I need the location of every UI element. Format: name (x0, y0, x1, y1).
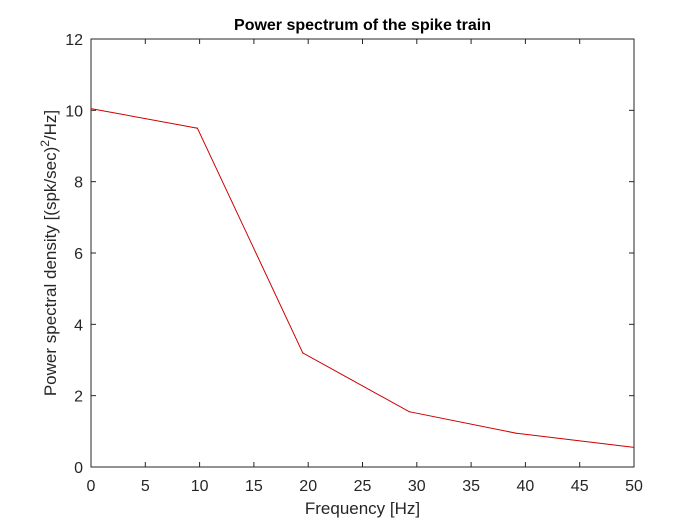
series-group (90, 107, 635, 448)
x-tick-label: 5 (141, 478, 150, 495)
x-tick-label: 30 (408, 478, 426, 495)
x-tick-label: 35 (462, 478, 480, 495)
y-tick-label: 2 (74, 389, 83, 406)
y-axis-label-superscript: 2 (38, 140, 52, 147)
x-axis-label: Frequency [Hz] (305, 499, 420, 518)
y-tick-label: 4 (74, 317, 83, 334)
data-point (90, 107, 92, 110)
axis-ticks (90, 38, 635, 468)
y-tick-labels: 0 2 4 6 8 10 12 (65, 32, 83, 477)
data-point (408, 411, 410, 413)
y-tick-label: 10 (65, 103, 83, 120)
plot-area (90, 38, 635, 468)
data-point (515, 432, 517, 434)
y-tick-label: 12 (65, 32, 83, 49)
chart-title: Power spectrum of the spike train (234, 17, 491, 34)
x-tick-label: 50 (625, 478, 643, 495)
data-point (196, 127, 199, 129)
x-tick-label: 15 (245, 478, 263, 495)
y-axis-label: Power spectral density [(spk/sec)2/Hz] (38, 110, 60, 396)
data-point (302, 352, 304, 354)
y-tick-label: 6 (74, 246, 83, 263)
y-axis-label-main: Power spectral density [(spk/sec) (41, 147, 60, 396)
x-tick-label: 20 (299, 478, 317, 495)
x-tick-label: 10 (191, 478, 209, 495)
y-tick-label: 8 (74, 175, 83, 192)
y-axis-label-unit: /Hz] (41, 110, 60, 140)
x-tick-labels: 0 5 10 15 20 25 30 35 40 45 50 (87, 478, 643, 495)
x-tick-label: 40 (517, 478, 535, 495)
y-tick-label: 0 (74, 460, 83, 477)
data-point (633, 446, 635, 448)
spectrum-line (90, 108, 635, 448)
x-tick-label: 0 (87, 478, 96, 495)
x-tick-label: 45 (571, 478, 589, 495)
x-tick-label: 25 (354, 478, 372, 495)
